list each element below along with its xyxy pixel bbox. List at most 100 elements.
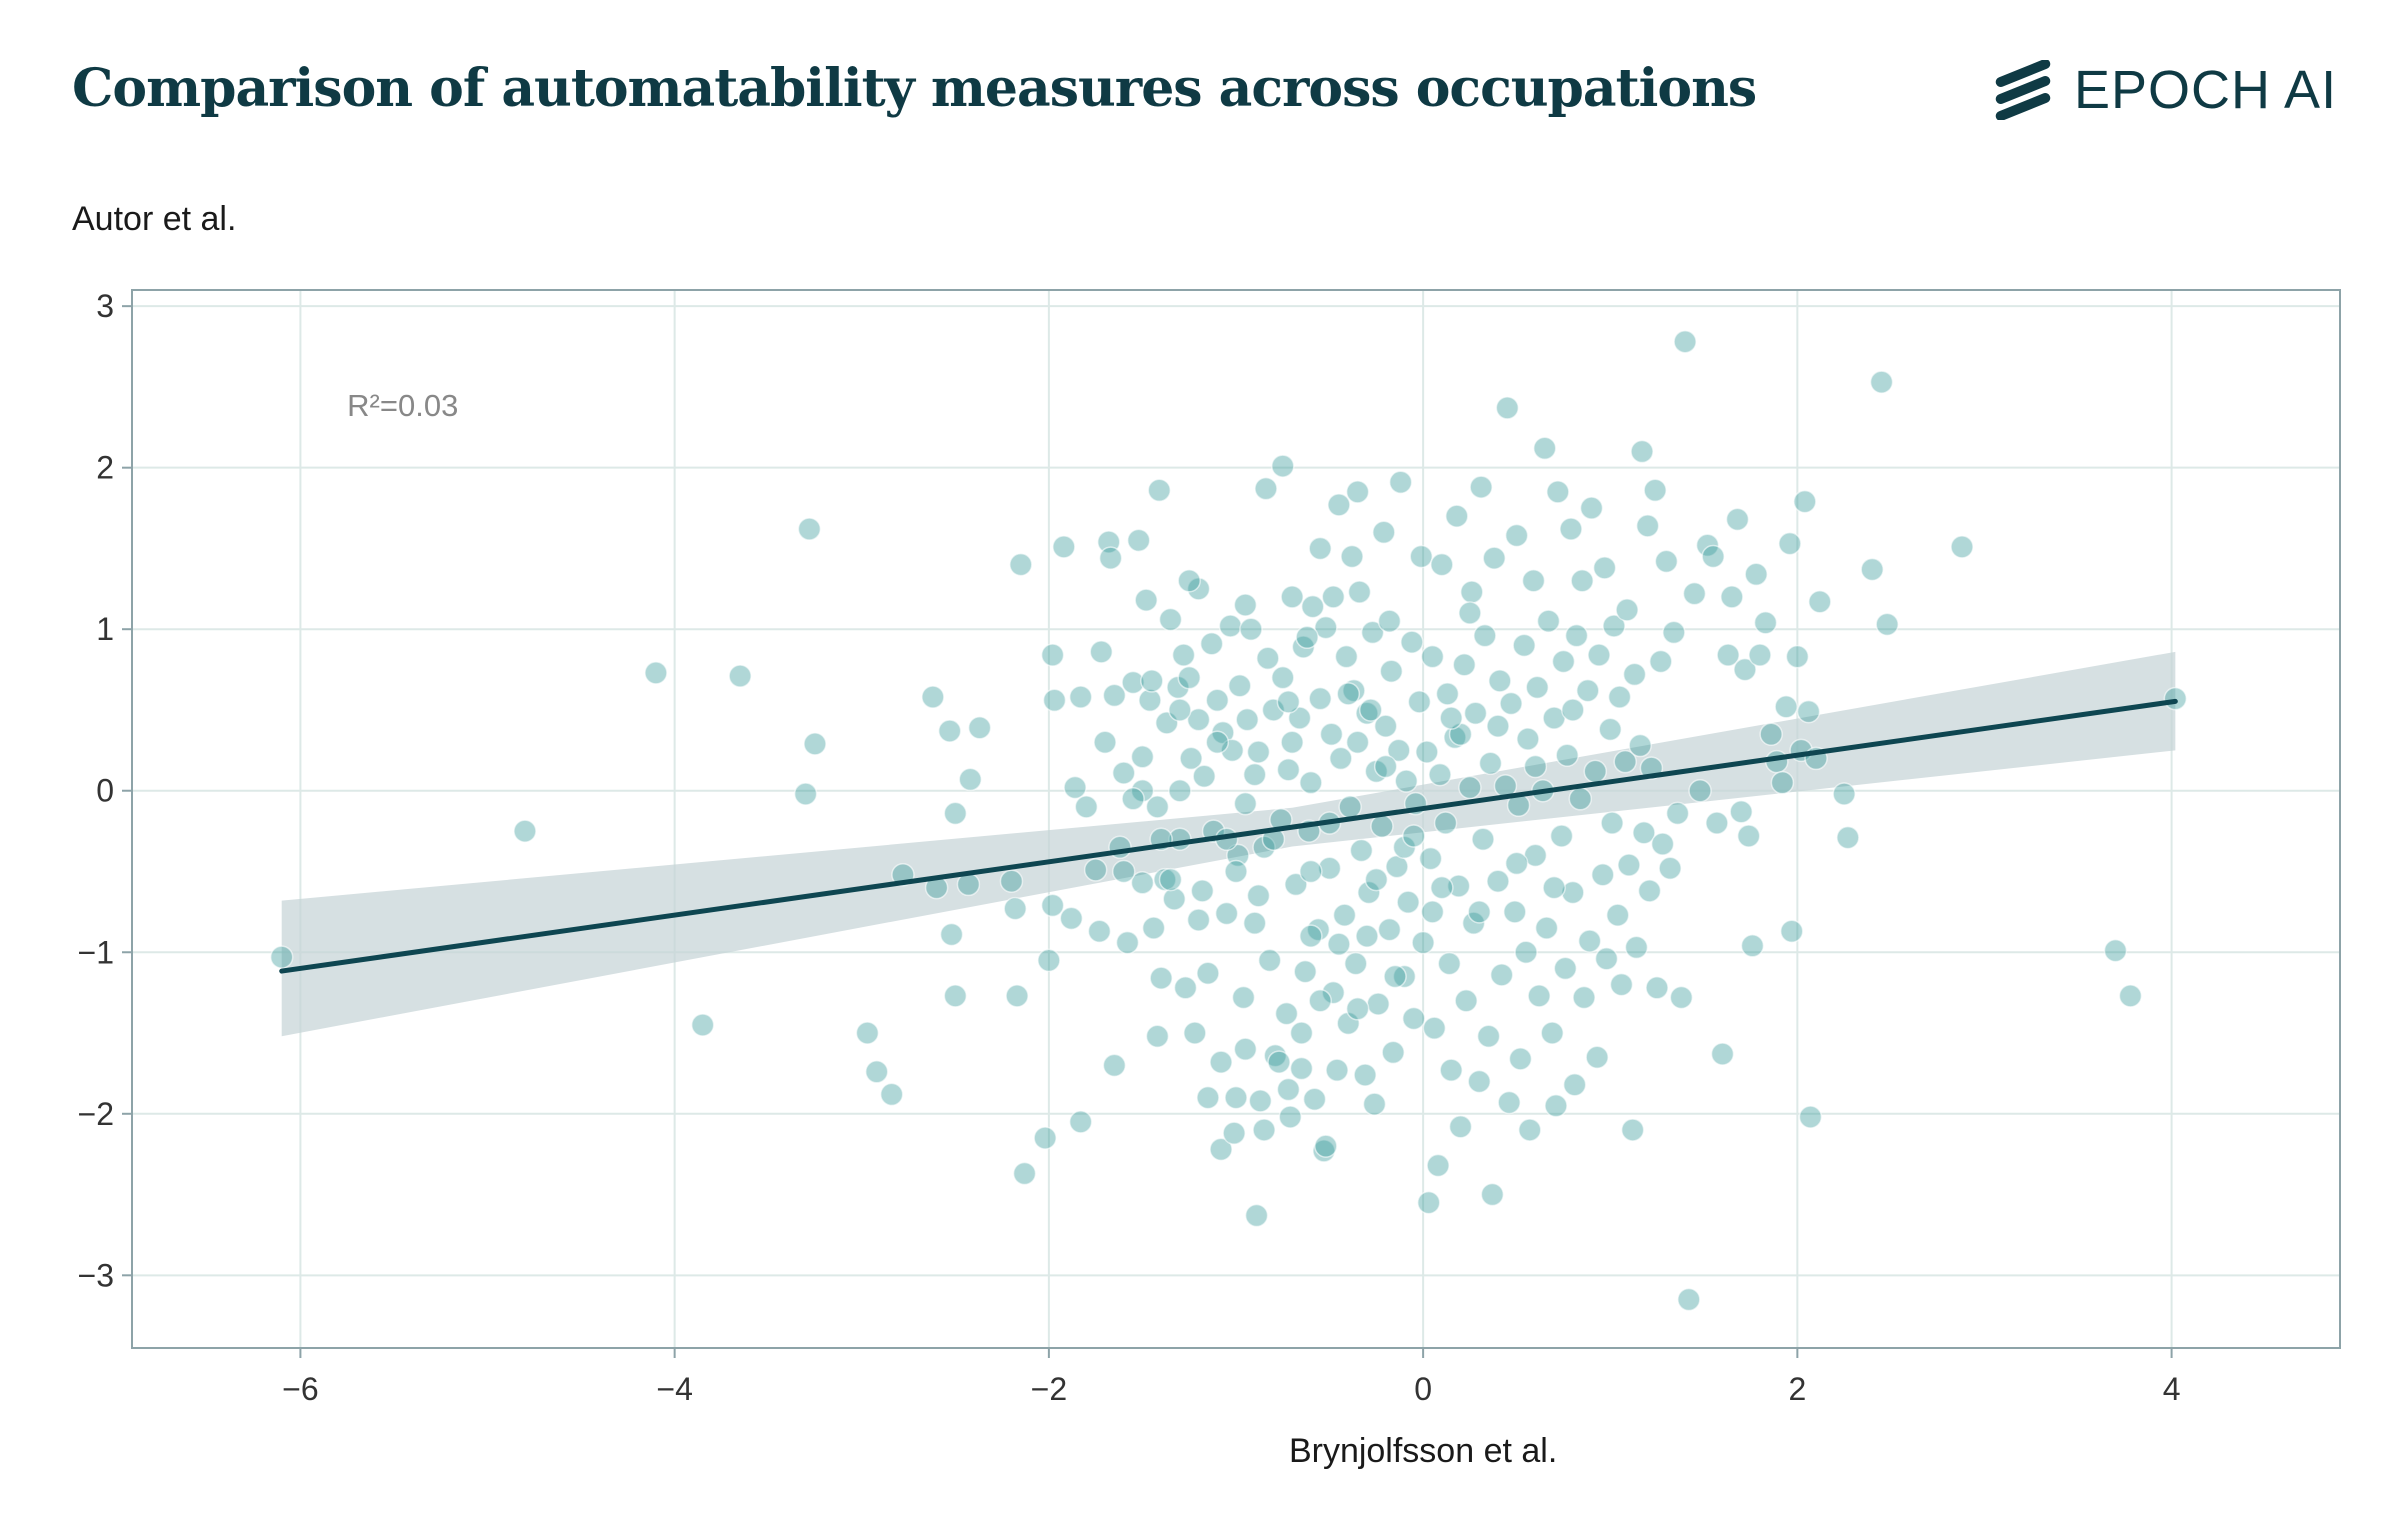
scatter-point xyxy=(1504,523,1529,548)
scatter-point xyxy=(1503,900,1527,924)
scatter-point xyxy=(2118,984,2143,1008)
scatter-point xyxy=(1532,436,1557,461)
scatter-point xyxy=(1149,966,1173,990)
scatter-point xyxy=(1688,778,1712,803)
scatter-point xyxy=(1145,1024,1170,1049)
scatter-point xyxy=(1012,1161,1037,1186)
scatter-point xyxy=(1587,643,1611,667)
scatter-point xyxy=(1358,698,1383,722)
scatter-point xyxy=(1321,585,1346,609)
scatter-point xyxy=(1336,682,1361,706)
scatter-point xyxy=(1602,614,1626,638)
scatter-point xyxy=(1428,762,1452,787)
logo-stripes-icon xyxy=(1995,60,2051,120)
y-axis-label: Autor et al. xyxy=(72,200,237,238)
scatter-point xyxy=(1832,782,1856,806)
scatter-point xyxy=(1115,930,1140,955)
scatter-point xyxy=(1183,1021,1207,1045)
scatter-point xyxy=(1355,924,1379,948)
scatter-point xyxy=(1130,745,1155,769)
scatter-point xyxy=(1336,1011,1361,1036)
scatter-point xyxy=(1454,988,1478,1013)
scatter-point xyxy=(1121,787,1145,811)
scatter-point xyxy=(1540,1021,1564,1045)
scatter-point xyxy=(1168,778,1192,803)
scatter-point xyxy=(1796,699,1821,724)
scatter-point xyxy=(1138,688,1162,713)
scatter-point xyxy=(1551,649,1576,674)
scatter-point xyxy=(1793,489,1817,514)
scatter-point xyxy=(921,685,945,709)
logo-text: EPOCH AI xyxy=(2074,60,2338,120)
scatter-point xyxy=(1220,738,1245,763)
scatter-point xyxy=(1632,820,1656,845)
scatter-point xyxy=(1402,1006,1426,1031)
scatter-point xyxy=(1561,880,1585,905)
scatter-point xyxy=(1345,480,1370,504)
scatter-point xyxy=(1340,544,1364,569)
scatter-point xyxy=(1622,662,1647,687)
scatter-point xyxy=(1489,963,1514,987)
scatter-point xyxy=(1284,872,1308,897)
x-tick-label: 2 xyxy=(1788,1371,1806,1407)
scatter-point xyxy=(1186,908,1211,932)
scatter-point xyxy=(1231,985,1256,1010)
scatter-point xyxy=(1779,919,1804,944)
scatter-point xyxy=(1360,620,1385,645)
scatter-point xyxy=(1171,643,1196,667)
y-tick-label: 3 xyxy=(96,288,114,324)
scatter-point xyxy=(1433,811,1458,835)
scatter-point xyxy=(1875,612,1899,637)
scatter-point xyxy=(1564,623,1589,648)
scatter-point xyxy=(1495,396,1520,420)
scatter-point xyxy=(1471,827,1495,851)
scatter-point xyxy=(943,984,968,1008)
scatter-point xyxy=(1083,858,1108,882)
scatter-point xyxy=(1280,585,1304,609)
scatter-point xyxy=(879,1082,904,1107)
scatter-point xyxy=(939,922,964,947)
scatter-point xyxy=(1808,589,1832,614)
scatter-point xyxy=(943,801,968,826)
x-tick-label: −2 xyxy=(1031,1371,1067,1407)
scatter-point xyxy=(1448,1114,1473,1139)
scatter-point xyxy=(1173,976,1198,1000)
scatter-point xyxy=(1615,598,1639,622)
scatter-point xyxy=(1439,706,1463,730)
scatter-point xyxy=(1420,644,1445,669)
scatter-point xyxy=(1770,770,1795,795)
scatter-point xyxy=(1377,917,1402,942)
scatter-point xyxy=(1042,688,1067,713)
scatter-point xyxy=(1293,959,1317,984)
scatter-point xyxy=(1308,536,1332,561)
scatter-point xyxy=(1392,964,1417,989)
scatter-point xyxy=(1662,620,1686,645)
scatter-point xyxy=(1300,594,1325,619)
scatter-point xyxy=(1418,846,1443,871)
scatter-point xyxy=(1798,1105,1823,1129)
scatter-point xyxy=(1469,475,1493,499)
scatter-point xyxy=(1121,670,1145,695)
scatter-point xyxy=(1295,625,1319,650)
scatter-point xyxy=(1005,984,1029,1008)
scatter-point xyxy=(1665,801,1690,826)
scatter-point xyxy=(1252,835,1276,860)
scatter-point xyxy=(1347,580,1372,604)
scatter-point xyxy=(1860,557,1884,582)
scatter-point xyxy=(1254,476,1278,501)
scatter-point xyxy=(1628,733,1652,758)
scatter-point xyxy=(1063,775,1087,800)
scatter-point xyxy=(1162,887,1187,911)
scatter-point xyxy=(797,517,822,541)
scatter-point xyxy=(1248,1089,1273,1113)
scatter-point xyxy=(1332,903,1357,927)
scatter-point xyxy=(1379,659,1404,683)
scatter-point xyxy=(1836,825,1860,850)
scatter-point xyxy=(1280,730,1304,755)
scatter-point xyxy=(803,732,827,756)
scatter-point xyxy=(793,782,818,806)
regression-line xyxy=(279,698,2178,974)
scatter-point xyxy=(1102,1053,1127,1078)
scatter-point xyxy=(1486,869,1510,893)
scatter-point xyxy=(1512,633,1536,658)
